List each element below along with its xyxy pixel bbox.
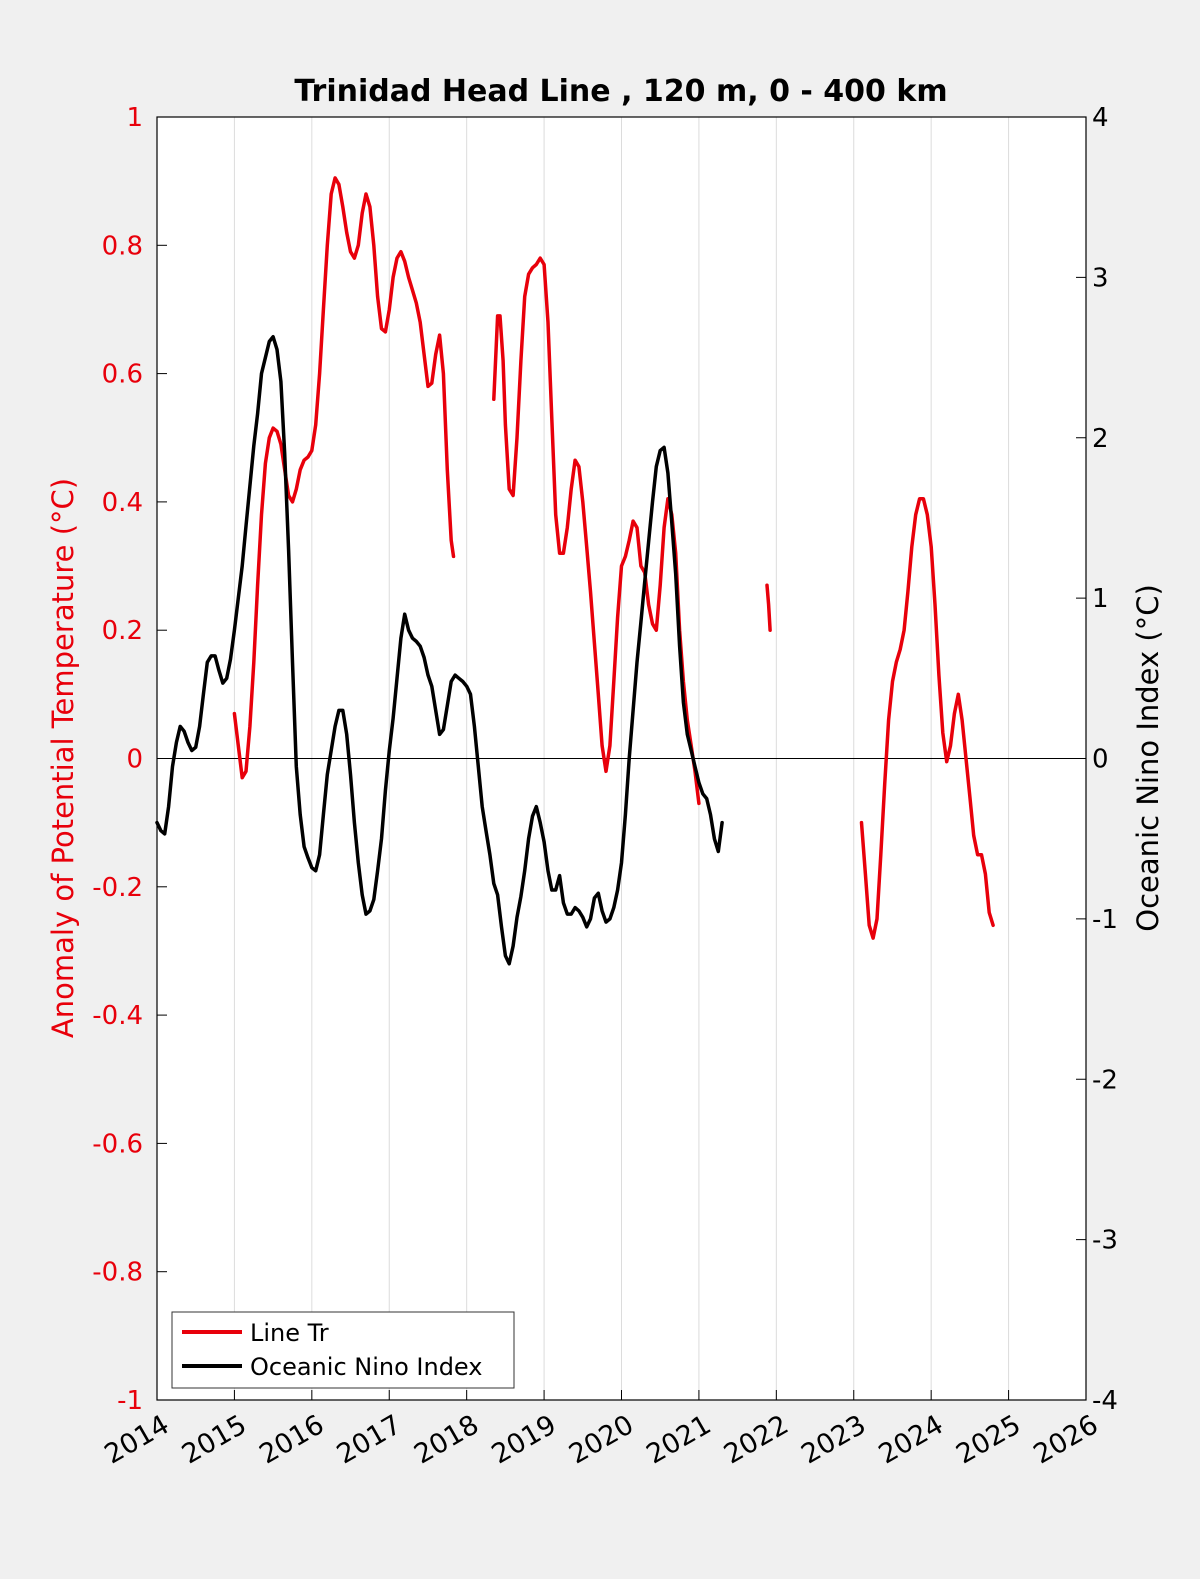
left-tick-label: 0.2 (102, 616, 143, 646)
series-layer (155, 176, 995, 966)
x-tick-label: 2015 (177, 1409, 252, 1470)
x-tick-label: 2016 (254, 1409, 329, 1470)
series-line-segment (155, 334, 724, 966)
x-tick-label: 2021 (641, 1409, 716, 1470)
left-tick-label: 1 (126, 103, 143, 133)
left-tick-label: 0.4 (102, 488, 143, 518)
right-tick-label: 4 (1092, 103, 1109, 133)
left-tick-label: -1 (117, 1386, 143, 1416)
series-line-segment (492, 256, 701, 806)
right-tick-label: 3 (1092, 263, 1109, 293)
series-line-segment (859, 496, 995, 940)
left-tick-label: -0.6 (92, 1129, 143, 1159)
series-line-segment (765, 583, 772, 632)
series-line-segment (232, 176, 456, 780)
x-tick-label: 2019 (487, 1409, 562, 1470)
right-tick-label: 2 (1092, 424, 1109, 454)
x-tick-label: 2024 (874, 1409, 949, 1470)
chart-title: Trinidad Head Line , 120 m, 0 - 400 km (294, 74, 947, 109)
right-tick-label: 1 (1092, 584, 1109, 614)
left-tick-label: 0 (126, 745, 143, 775)
right-tick-label: -4 (1092, 1386, 1118, 1416)
left-tick-label: -0.8 (92, 1258, 143, 1288)
left-tick-label: -0.4 (92, 1001, 143, 1031)
right-tick-label: -2 (1092, 1065, 1118, 1095)
x-tick-label: 2017 (332, 1409, 407, 1470)
x-tick-label: 2025 (951, 1409, 1026, 1470)
x-tick-label: 2022 (719, 1409, 794, 1470)
series-line-tr (232, 176, 995, 940)
legend: Line Tr Oceanic Nino Index (171, 1311, 515, 1389)
left-tick-label: -0.2 (92, 873, 143, 903)
left-y-axis: -1 -0.8 -0.6 -0.4 -0.2 0 0.2 0.4 0.6 0.8 1 (92, 103, 167, 1416)
legend-label-oni: Oceanic Nino Index (250, 1353, 482, 1381)
x-tick-label: 2018 (409, 1409, 484, 1470)
right-axis-label: Oceanic Nino Index (°C) (1131, 584, 1165, 932)
x-tick-label: 2020 (564, 1409, 639, 1470)
series-oceanic-nino-index (155, 334, 724, 966)
x-axis: 2014 2015 2016 2017 2018 2019 2020 2021 2022 2023… (99, 1390, 1104, 1470)
right-tick-label: -1 (1092, 905, 1118, 935)
legend-label-line-tr: Line Tr (250, 1319, 329, 1347)
right-y-axis: -4 -3 -2 -1 0 1 2 3 4 (1076, 103, 1118, 1416)
right-tick-label: -3 (1092, 1226, 1118, 1256)
left-tick-label: 0.8 (102, 231, 143, 261)
left-tick-label: 0.6 (102, 360, 143, 390)
x-tick-label: 2023 (796, 1409, 871, 1470)
x-tick-label: 2014 (99, 1409, 174, 1470)
legend-box (171, 1311, 515, 1389)
left-axis-label: Anomaly of Potential Temperature (°C) (46, 478, 80, 1038)
right-tick-label: 0 (1092, 745, 1109, 775)
x-tick-label: 2026 (1028, 1409, 1103, 1470)
